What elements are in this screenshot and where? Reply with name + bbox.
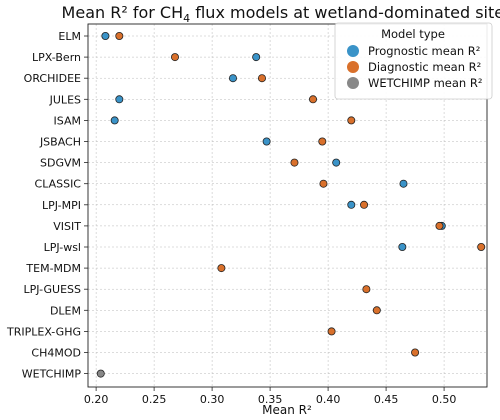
data-point [398,242,407,251]
data-point [360,200,369,209]
data-points [96,32,486,378]
data-point [347,116,356,125]
chart-title: Mean R² for CH4 flux models at wetland-d… [62,3,500,25]
data-point [372,306,381,315]
data-point [96,369,105,378]
data-point [217,264,226,273]
y-tick-label: VISIT [53,220,81,233]
data-point [101,32,110,41]
legend-label: WETCHIMP mean R² [368,76,482,90]
data-point [262,137,271,146]
data-point [290,158,299,167]
y-tick-label: ELM [58,30,81,43]
data-point [327,327,336,336]
x-axis: 0.20 0.25 0.30 0.35 0.40 0.45 0.50 [84,387,456,406]
data-point [110,116,119,125]
data-point [115,32,124,41]
x-tick-label: 0.20 [84,393,109,406]
y-tick-label: TRIPLEX-GHG [6,325,81,338]
legend-box [334,22,493,100]
x-tick-label: 0.50 [432,393,457,406]
y-tick-label: WETCHIMP [22,368,82,381]
chart-title-prefix: Mean R² for CH [62,3,184,22]
y-tick-label: TEM-MDM [25,262,81,275]
x-tick-label: 0.45 [374,393,399,406]
y-tick-label: LPJ-GUESS [24,283,81,296]
data-point [347,200,356,209]
data-point [399,179,408,188]
data-point [318,137,327,146]
y-tick-label: ISAM [54,114,81,127]
y-tick-label: CH4MOD [31,347,81,360]
x-axis-title: Mean R² [262,403,312,417]
y-tick-label: JULES [49,93,81,106]
legend-title: Model type [381,27,445,41]
data-point [228,74,237,83]
y-tick-label: JSBACH [39,136,81,149]
data-point [309,95,318,104]
legend-marker [347,45,359,57]
y-tick-label: SDGVM [40,157,81,170]
data-point [252,53,261,62]
y-tick-label: LPX-Bern [32,51,81,64]
data-point [362,285,371,294]
data-point [115,95,124,104]
x-tick-label: 0.35 [258,393,283,406]
chart-title-suffix: flux models at wetland-dominated sites [190,3,500,22]
y-tick-label: CLASSIC [35,178,82,191]
data-point [477,242,486,251]
y-tick-label: LPJ-wsl [44,241,81,254]
legend-marker [347,77,359,89]
y-tick-label: DLEM [50,304,81,317]
y-tick-label: ORCHIDEE [24,72,81,85]
legend: Model type Prognostic mean R² Diagnostic … [334,22,493,100]
data-point [411,348,420,357]
y-axis: ELM LPX-Bern ORCHIDEE JULES ISAM JSBACH SDGVM C… [6,30,88,381]
legend-label: Prognostic mean R² [368,44,480,58]
legend-items: Prognostic mean R² Diagnostic mean R² WETC… [347,44,482,90]
plot-frame [87,23,488,388]
data-point [332,158,341,167]
data-point [319,179,328,188]
legend-marker [347,61,359,73]
chart-title-subscript: 4 [183,12,190,25]
x-tick-label: 0.25 [142,393,167,406]
legend-label: Diagnostic mean R² [368,60,481,74]
data-point [435,221,444,230]
data-point [257,74,266,83]
x-tick-label: 0.40 [316,393,341,406]
data-point [170,53,179,62]
x-tick-label: 0.30 [200,393,225,406]
y-tick-label: LPJ-MPI [42,199,81,212]
